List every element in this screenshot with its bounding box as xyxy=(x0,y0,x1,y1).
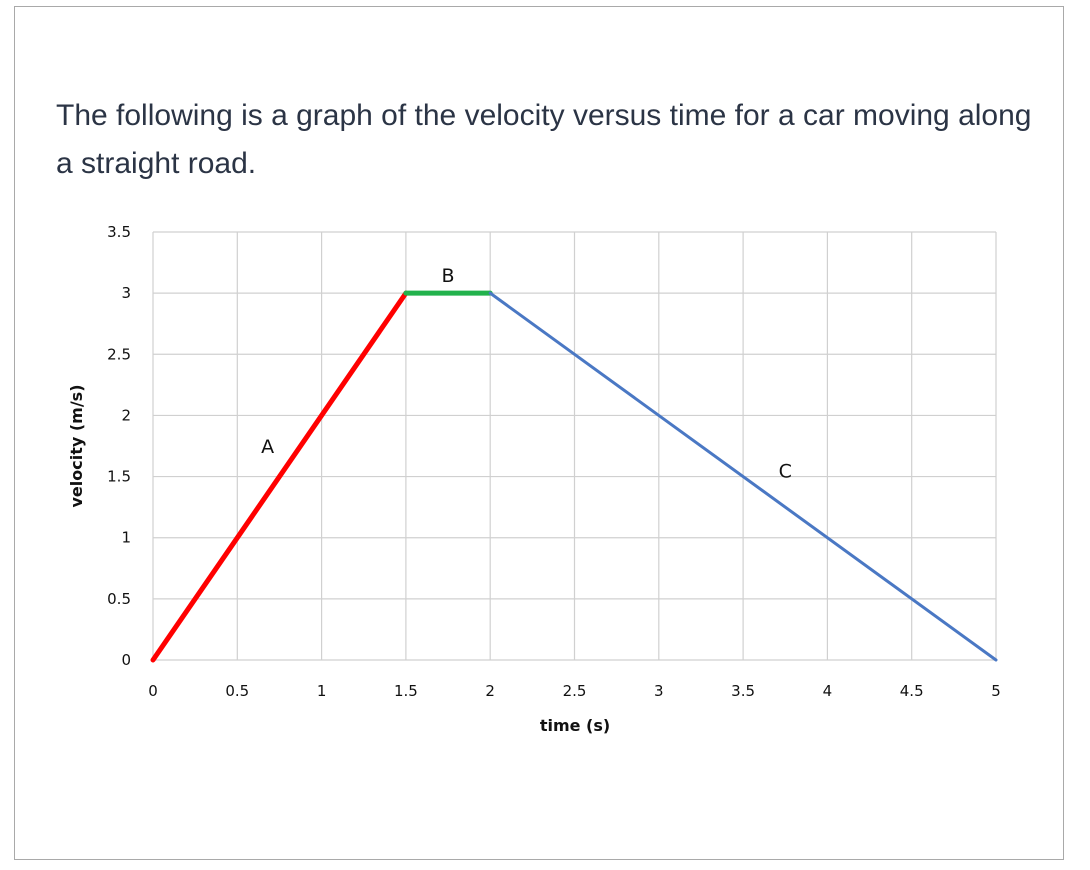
x-tick-label: 2.5 xyxy=(563,682,587,700)
segment-label-b: B xyxy=(442,265,455,287)
grid xyxy=(152,231,997,661)
x-tick-label: 2 xyxy=(485,682,495,700)
segment-labels: A B C xyxy=(261,265,792,483)
series-c-line xyxy=(488,291,998,662)
tick-labels: 0 0.5 1 1.5 2 2.5 3 3.5 4 4.5 5 0 0.5 1 1.5 2 2.5 3 3.5 xyxy=(107,223,1001,700)
x-tick-label: 3.5 xyxy=(731,682,755,700)
question-text: The following is a graph of the velocity… xyxy=(56,99,1032,180)
content-frame xyxy=(14,6,1064,860)
x-tick-label: 5 xyxy=(991,682,1001,700)
x-axis-title: time (s) xyxy=(540,716,610,735)
y-tick-label: 2 xyxy=(121,406,131,424)
series-lines xyxy=(150,290,998,663)
series-a-line xyxy=(150,290,409,663)
x-tick-label: 4 xyxy=(823,682,833,700)
x-tick-label: 0 xyxy=(148,682,158,700)
x-tick-label: 4.5 xyxy=(900,682,924,700)
y-tick-label: 0.5 xyxy=(107,590,131,608)
x-tick-label: 3 xyxy=(654,682,664,700)
y-tick-label: 1.5 xyxy=(107,468,131,486)
x-tick-label: 1 xyxy=(317,682,327,700)
segment-label-c: C xyxy=(779,460,792,482)
y-tick-label: 2.5 xyxy=(107,345,131,363)
x-tick-label: 0.5 xyxy=(225,682,249,700)
y-tick-label: 3 xyxy=(121,284,131,302)
y-axis-title: velocity (m/s) xyxy=(67,384,86,507)
y-tick-label: 3.5 xyxy=(107,223,131,241)
y-tick-label: 0 xyxy=(121,651,131,669)
segment-label-a: A xyxy=(261,436,274,458)
x-tick-label: 1.5 xyxy=(394,682,418,700)
y-tick-label: 1 xyxy=(121,529,131,547)
